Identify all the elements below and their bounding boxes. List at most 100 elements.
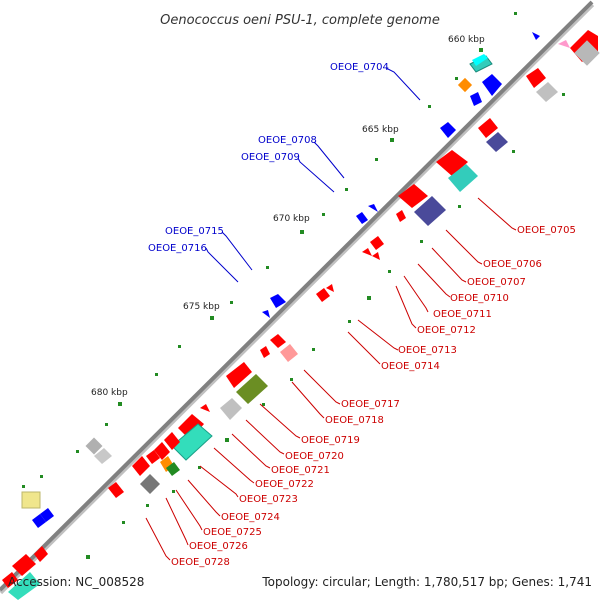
forward-features xyxy=(21,32,570,528)
gene-arrow xyxy=(2,572,18,588)
gene-label[interactable]: OEOE_0717 xyxy=(341,399,400,410)
tick-dot xyxy=(172,490,175,493)
tick-dot xyxy=(312,348,315,351)
gene-arrow xyxy=(440,122,456,138)
gene-block xyxy=(94,448,112,464)
tick-dot xyxy=(105,423,108,426)
gene-block xyxy=(21,491,41,509)
gene-label[interactable]: OEOE_0726 xyxy=(189,541,248,552)
gene-arrow xyxy=(478,118,498,138)
gene-arrow xyxy=(482,74,502,96)
tick-dot xyxy=(155,373,158,376)
gene-label[interactable]: OEOE_0720 xyxy=(285,451,344,462)
gene-arrow xyxy=(532,32,540,40)
gene-label[interactable]: OEOE_0725 xyxy=(203,527,262,538)
forward-labels: OEOE_0704 OEOE_0708 OEOE_0709 OEOE_0715 … xyxy=(148,62,389,254)
leader-line xyxy=(313,141,345,179)
leader-line xyxy=(303,369,341,405)
leader-line xyxy=(175,489,203,531)
tick-dot xyxy=(458,205,461,208)
gene-arrow xyxy=(12,554,36,576)
gene-label[interactable]: OEOE_0706 xyxy=(483,259,542,270)
gene-label[interactable]: OEOE_0713 xyxy=(398,345,457,356)
gene-block xyxy=(166,462,180,476)
tick-dot xyxy=(225,438,229,442)
tick-dot xyxy=(348,320,351,323)
gene-label[interactable]: OEOE_0722 xyxy=(255,479,314,490)
tick-label-665: 665 kbp xyxy=(362,125,399,135)
leader-line xyxy=(477,197,517,231)
gene-label[interactable]: OEOE_0705 xyxy=(517,225,576,236)
tick-dot xyxy=(198,466,201,469)
gene-label[interactable]: OEOE_0708 xyxy=(258,135,317,146)
gene-label[interactable]: OEOE_0712 xyxy=(417,325,476,336)
gene-label[interactable]: OEOE_0704 xyxy=(330,62,389,73)
tick-dot xyxy=(230,301,233,304)
tick-dot xyxy=(367,296,371,300)
gene-block xyxy=(8,572,40,600)
tick-dot xyxy=(22,485,25,488)
gene-arrow xyxy=(260,346,270,358)
topology-text: Topology: circular; Length: 1,780,517 bp… xyxy=(261,575,592,589)
scale-ticks xyxy=(22,12,593,559)
gene-block xyxy=(140,474,160,494)
leader-line xyxy=(431,247,467,283)
reverse-features xyxy=(2,30,600,600)
tick-dot xyxy=(266,266,269,269)
gene-arrow xyxy=(362,248,372,256)
tick-dot xyxy=(122,521,125,524)
leader-line xyxy=(245,419,285,455)
gene-arrow xyxy=(368,204,378,212)
tick-label-660: 660 kbp xyxy=(448,35,485,45)
gene-arrow xyxy=(270,334,286,348)
gene-label[interactable]: OEOE_0711 xyxy=(433,309,492,320)
gene-block xyxy=(236,374,268,404)
gene-arrow xyxy=(526,68,546,88)
gene-label[interactable]: OEOE_0718 xyxy=(325,415,384,426)
gene-arrow xyxy=(326,284,334,292)
map-title: Oenococcus oeni PSU-1, complete genome xyxy=(160,13,440,28)
leader-line xyxy=(221,231,253,271)
gene-arrow xyxy=(178,414,204,440)
gene-label[interactable]: OEOE_0728 xyxy=(171,557,230,568)
gene-label[interactable]: OEOE_0724 xyxy=(221,512,280,523)
tick-dot xyxy=(479,48,483,52)
gene-label[interactable]: OEOE_0715 xyxy=(165,226,224,237)
gene-label[interactable]: OEOE_0716 xyxy=(148,243,207,254)
gene-label[interactable]: OEOE_0709 xyxy=(241,152,300,163)
tick-label-680: 680 kbp xyxy=(91,388,128,398)
leader-line xyxy=(357,319,399,351)
genome-backbone xyxy=(0,0,594,592)
gene-arrow xyxy=(370,236,384,250)
gene-arrow xyxy=(270,294,286,308)
leader-line xyxy=(417,263,451,298)
gene-arrow xyxy=(132,456,150,476)
gene-label[interactable]: OEOE_0714 xyxy=(381,361,440,372)
leader-line xyxy=(231,433,271,469)
gene-label[interactable]: OEOE_0719 xyxy=(301,435,360,446)
leader-line xyxy=(445,229,483,265)
tick-dot xyxy=(86,555,90,559)
gene-arrow xyxy=(164,432,180,450)
gene-label[interactable]: OEOE_0710 xyxy=(450,293,509,304)
gene-label[interactable]: OEOE_0721 xyxy=(271,465,330,476)
tick-dot xyxy=(375,158,378,161)
leader-line xyxy=(297,157,335,193)
tick-dot xyxy=(300,230,304,234)
gene-arrow xyxy=(472,54,488,66)
tick-dot xyxy=(210,316,214,320)
gene-arrow xyxy=(436,150,468,176)
tick-dot xyxy=(512,150,515,153)
leader-line xyxy=(259,403,301,439)
gene-block xyxy=(220,398,242,420)
gene-arrow xyxy=(470,92,482,106)
tick-dot xyxy=(262,403,265,406)
gene-block xyxy=(280,344,298,362)
tick-dot xyxy=(146,504,149,507)
gene-block xyxy=(486,132,508,152)
gene-label[interactable]: OEOE_0723 xyxy=(239,494,298,505)
reverse-leader-lines xyxy=(145,197,517,561)
gene-label[interactable]: OEOE_0707 xyxy=(467,277,526,288)
tick-dot xyxy=(290,378,293,381)
